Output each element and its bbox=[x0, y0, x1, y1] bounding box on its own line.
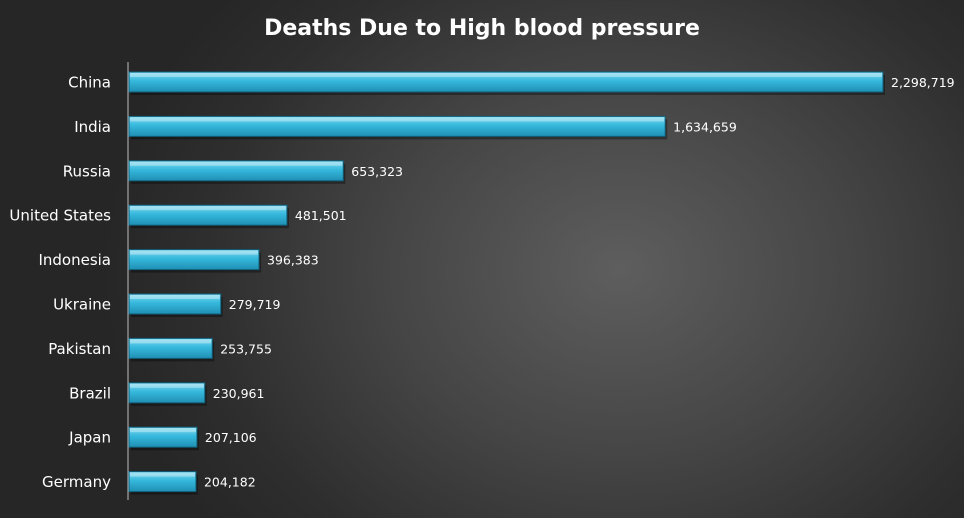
category-label-japan: Japan bbox=[68, 429, 111, 447]
category-label-india: India bbox=[74, 118, 111, 136]
value-label-india: 1,634,659 bbox=[673, 119, 737, 134]
bar-india bbox=[128, 115, 666, 137]
value-label-ukraine: 279,719 bbox=[229, 297, 281, 312]
category-label-ukraine: Ukraine bbox=[53, 296, 111, 314]
category-label-indonesia: Indonesia bbox=[38, 251, 111, 269]
chart-title: Deaths Due to High blood pressure bbox=[264, 16, 700, 41]
bar-highlight-pakistan bbox=[130, 339, 212, 344]
value-label-russia: 653,323 bbox=[351, 164, 403, 179]
value-label-indonesia: 396,383 bbox=[267, 253, 319, 268]
value-label-brazil: 230,961 bbox=[213, 386, 265, 401]
value-label-japan: 207,106 bbox=[205, 430, 257, 445]
category-label-russia: Russia bbox=[63, 162, 111, 180]
category-label-china: China bbox=[68, 74, 111, 92]
bar-highlight-india bbox=[130, 117, 665, 122]
bar-indonesia bbox=[128, 249, 260, 271]
bar-highlight-japan bbox=[130, 428, 196, 433]
value-label-china: 2,298,719 bbox=[891, 75, 955, 90]
value-label-united-states: 481,501 bbox=[295, 208, 347, 223]
bar-highlight-germany bbox=[130, 472, 195, 477]
category-label-brazil: Brazil bbox=[69, 384, 111, 402]
bar-highlight-china bbox=[130, 73, 882, 77]
bar-germany bbox=[128, 471, 197, 493]
bar-ukraine bbox=[128, 293, 222, 315]
bar-japan bbox=[128, 426, 198, 448]
bar-highlight-russia bbox=[130, 161, 343, 166]
bars-group: China 2,298,719 India 1,634,659 Russia 653,32… bbox=[9, 71, 955, 495]
bar-russia bbox=[128, 160, 344, 182]
category-label-united-states: United States bbox=[9, 207, 111, 225]
bar-highlight-brazil bbox=[130, 383, 204, 388]
value-label-germany: 204,182 bbox=[204, 475, 256, 490]
bar-united-states bbox=[128, 204, 288, 226]
bar-highlight-indonesia bbox=[130, 250, 259, 255]
bar-china bbox=[128, 71, 884, 93]
value-label-pakistan: 253,755 bbox=[220, 341, 272, 356]
bar-highlight-ukraine bbox=[130, 295, 220, 299]
category-label-germany: Germany bbox=[42, 473, 111, 491]
bar-highlight-united-states bbox=[130, 206, 286, 211]
category-label-pakistan: Pakistan bbox=[48, 340, 111, 358]
bar-pakistan bbox=[128, 337, 213, 359]
bar-brazil bbox=[128, 382, 206, 404]
